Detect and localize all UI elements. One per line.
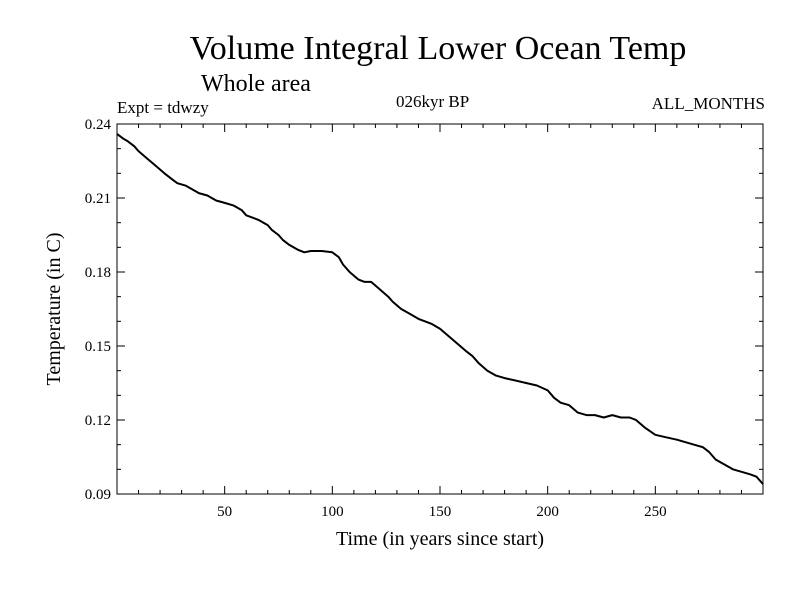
- x-tick-label: 100: [321, 504, 344, 520]
- x-tick-label: 250: [644, 504, 667, 520]
- chart-subtitle: Whole area: [201, 71, 311, 97]
- y-tick-label: 0.09: [85, 487, 111, 503]
- temperature-series-line: [116, 133, 764, 485]
- x-tick-label: 200: [536, 504, 559, 520]
- x-axis-label: Time (in years since start): [336, 528, 544, 550]
- y-tick-label: 0.15: [85, 339, 111, 355]
- y-tick-label: 0.24: [85, 117, 112, 133]
- chart-title: Volume Integral Lower Ocean Temp: [189, 30, 687, 67]
- months-label: ALL_MONTHS: [651, 94, 765, 113]
- plot-frame: [116, 123, 764, 495]
- experiment-label: Expt = tdwzy: [117, 98, 209, 117]
- y-tick-label: 0.12: [85, 413, 111, 429]
- x-tick-label: 150: [429, 504, 452, 520]
- y-axis-label: Temperature (in C): [43, 233, 65, 386]
- y-tick-label: 0.21: [85, 191, 111, 207]
- x-tick-label: 50: [217, 504, 232, 520]
- y-tick-label: 0.18: [85, 265, 111, 281]
- period-label: 026kyr BP: [396, 92, 470, 111]
